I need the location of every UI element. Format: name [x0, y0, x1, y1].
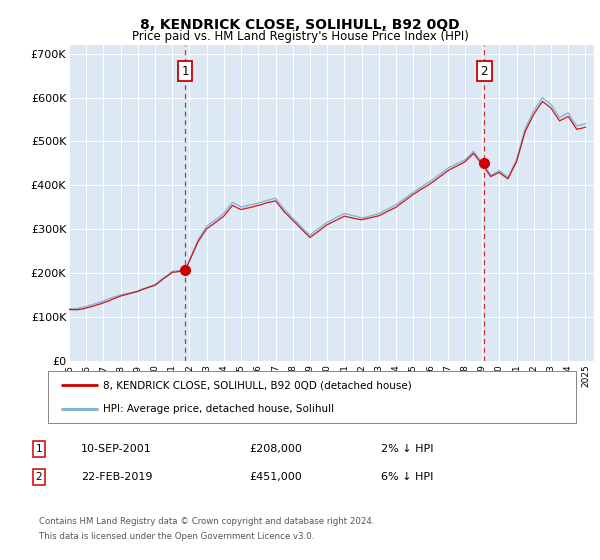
Text: 2: 2: [35, 472, 43, 482]
Text: Price paid vs. HM Land Registry's House Price Index (HPI): Price paid vs. HM Land Registry's House …: [131, 30, 469, 43]
Text: 8, KENDRICK CLOSE, SOLIHULL, B92 0QD: 8, KENDRICK CLOSE, SOLIHULL, B92 0QD: [140, 18, 460, 32]
Text: 6% ↓ HPI: 6% ↓ HPI: [381, 472, 433, 482]
Text: HPI: Average price, detached house, Solihull: HPI: Average price, detached house, Soli…: [103, 404, 335, 414]
Text: 10-SEP-2001: 10-SEP-2001: [81, 444, 152, 454]
Text: £208,000: £208,000: [249, 444, 302, 454]
Text: 1: 1: [181, 64, 189, 78]
Text: 2% ↓ HPI: 2% ↓ HPI: [381, 444, 433, 454]
Text: 22-FEB-2019: 22-FEB-2019: [81, 472, 152, 482]
Text: 8, KENDRICK CLOSE, SOLIHULL, B92 0QD (detached house): 8, KENDRICK CLOSE, SOLIHULL, B92 0QD (de…: [103, 380, 412, 390]
Text: £451,000: £451,000: [249, 472, 302, 482]
Text: This data is licensed under the Open Government Licence v3.0.: This data is licensed under the Open Gov…: [39, 532, 314, 541]
Text: Contains HM Land Registry data © Crown copyright and database right 2024.: Contains HM Land Registry data © Crown c…: [39, 517, 374, 526]
Text: 2: 2: [481, 64, 488, 78]
Text: 1: 1: [35, 444, 43, 454]
